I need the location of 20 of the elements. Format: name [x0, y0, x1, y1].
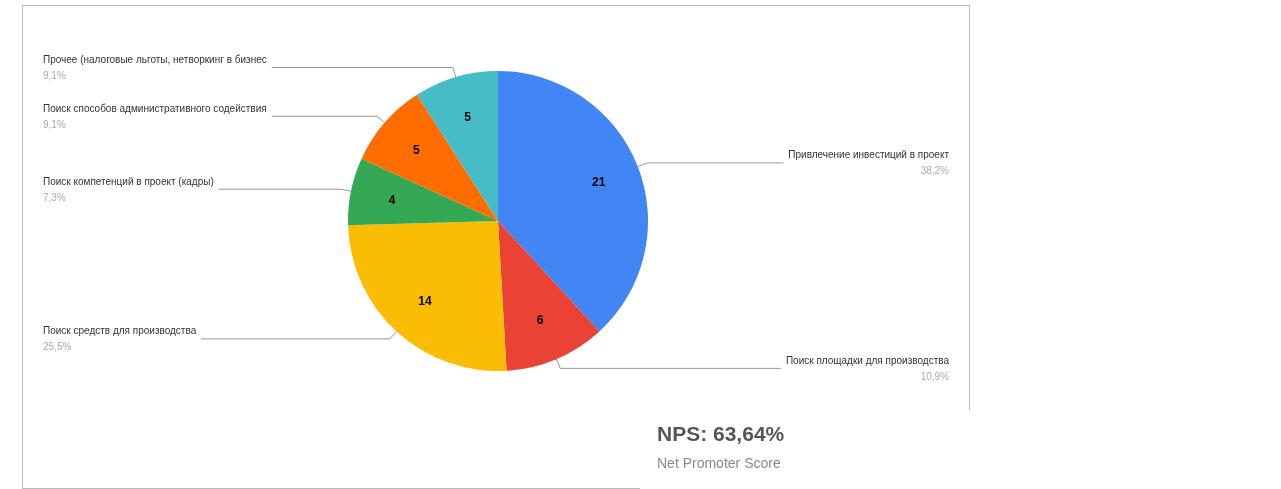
- slice-label: Прочее (налоговые льготы, нетворкинг в бизнес: [43, 53, 267, 65]
- text: 38,2%: [920, 165, 949, 177]
- text: 7,3%: [43, 191, 66, 203]
- slice-label: Привлечение инвестиций в проект: [788, 149, 950, 161]
- data-label: 14: [418, 293, 432, 308]
- text: 25,5%: [43, 341, 72, 353]
- slice-label: Поиск площадки для производства: [785, 354, 950, 366]
- text: 9,1%: [43, 118, 66, 130]
- text: NPS: 63,64%: [657, 422, 785, 445]
- slice-label: Поиск компетенций в проект (кадры): [43, 175, 214, 187]
- data-label: 6: [536, 313, 544, 328]
- data-label: 21: [591, 174, 606, 189]
- data-label: 5: [464, 110, 472, 125]
- data-label: 5: [413, 143, 421, 158]
- text: 9,1%: [43, 69, 66, 81]
- data-label: 4: [388, 192, 396, 207]
- slice-label: Поиск средств для производства: [43, 325, 197, 337]
- slice-label: Поиск способов административного содействия: [43, 102, 267, 114]
- text: 10,9%: [920, 370, 949, 382]
- text: Net Promoter Score: [657, 455, 781, 471]
